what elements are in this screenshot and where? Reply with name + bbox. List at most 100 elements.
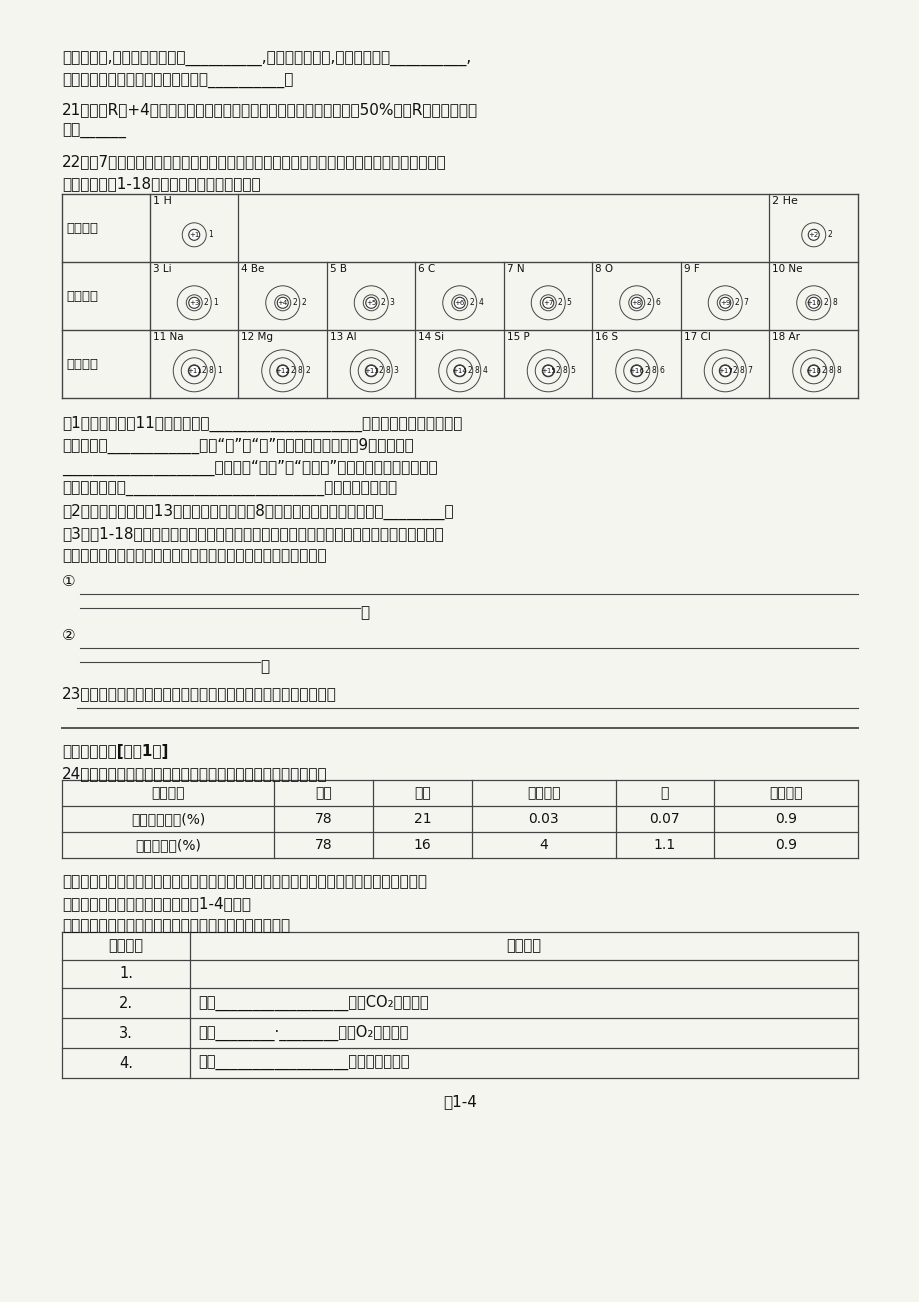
Circle shape <box>808 229 818 241</box>
Text: 23．你在家中帮父母洗碎或水杯时，怎么知道碎或水杯洗干净了？: 23．你在家中帮父母洗碎或水杯时，怎么知道碎或水杯洗干净了？ <box>62 686 336 700</box>
Text: +17: +17 <box>717 367 732 374</box>
Text: 1 H: 1 H <box>153 197 172 206</box>
Text: 验证依据: 验证依据 <box>506 939 541 953</box>
Text: （2）写出核电荷数为13的元素与核电荷数为8的元素形成的化合物的化学式________；: （2）写出核电荷数为13的元素与核电荷数为8的元素形成的化合物的化学式_____… <box>62 504 453 521</box>
Text: 某校研究性学习小组的同学设计了简单的实验方案，验证呼出的气体与吸入空气成分的含量: 某校研究性学习小组的同学设计了简单的实验方案，验证呼出的气体与吸入空气成分的含量 <box>62 874 426 889</box>
Text: 2: 2 <box>467 366 471 375</box>
Text: 0.9: 0.9 <box>774 812 796 825</box>
Text: ____________________元素（填“金属”或“非金属”），与该元素化学性质相: ____________________元素（填“金属”或“非金属”），与该元素… <box>62 460 437 477</box>
Text: 4 Be: 4 Be <box>241 264 265 273</box>
Circle shape <box>188 297 199 309</box>
Text: ；: ； <box>359 605 369 620</box>
Text: 二氧化碳: 二氧化碳 <box>527 786 560 799</box>
Text: 7: 7 <box>747 366 752 375</box>
Text: 78: 78 <box>314 838 332 852</box>
Text: 8: 8 <box>651 366 655 375</box>
Text: 氧气: 氧气 <box>414 786 430 799</box>
Text: 21．元素R为+4价，与氧元素形成的化合物中，氧元素的质量分数为50%，则R的相对原子质: 21．元素R为+4价，与氧元素形成的化合物中，氧元素的质量分数为50%，则R的相… <box>62 102 478 117</box>
Text: +11: +11 <box>187 367 201 374</box>
Text: 6: 6 <box>659 366 664 375</box>
Text: 2: 2 <box>557 298 562 307</box>
Text: +2: +2 <box>808 232 818 238</box>
Text: 4: 4 <box>482 366 486 375</box>
Text: 2: 2 <box>289 366 295 375</box>
Text: 78: 78 <box>314 812 332 825</box>
Text: 其他气体: 其他气体 <box>768 786 802 799</box>
Circle shape <box>719 297 730 309</box>
Text: 8: 8 <box>385 366 390 375</box>
Circle shape <box>188 229 199 241</box>
Text: 3: 3 <box>390 298 394 307</box>
Text: 5: 5 <box>570 366 575 375</box>
Text: 2: 2 <box>305 366 310 375</box>
Text: +12: +12 <box>275 367 289 374</box>
Text: 2.: 2. <box>119 996 133 1010</box>
Text: 2: 2 <box>301 298 306 307</box>
Text: 根据________·________判断O₂含量不同: 根据________·________判断O₂含量不同 <box>198 1025 408 1042</box>
Text: 7 N: 7 N <box>506 264 524 273</box>
Text: 。: 。 <box>260 659 269 674</box>
Text: 2: 2 <box>380 298 385 307</box>
Text: 根据__________________判断含水量不同: 根据__________________判断含水量不同 <box>198 1056 409 1070</box>
Text: 18 Ar: 18 Ar <box>772 332 800 342</box>
Text: +6: +6 <box>454 299 464 306</box>
Text: ②: ② <box>62 628 75 643</box>
Circle shape <box>808 297 818 309</box>
Text: 第三周期: 第三周期 <box>66 358 98 371</box>
Circle shape <box>454 297 465 309</box>
Circle shape <box>366 366 377 376</box>
Text: 21: 21 <box>413 812 431 825</box>
Text: +9: +9 <box>720 299 730 306</box>
Text: 有什么不同，其主要操作步骤如图1-4所示。: 有什么不同，其主要操作步骤如图1-4所示。 <box>62 896 251 911</box>
Text: 10 Ne: 10 Ne <box>772 264 802 273</box>
Text: 2: 2 <box>823 298 827 307</box>
Text: 量为______: 量为______ <box>62 124 126 139</box>
Text: 8: 8 <box>835 366 840 375</box>
Text: 8: 8 <box>209 366 213 375</box>
Text: 2: 2 <box>203 298 209 307</box>
Text: 13 Al: 13 Al <box>330 332 357 342</box>
Circle shape <box>542 297 553 309</box>
Circle shape <box>366 297 377 309</box>
Text: 第二周期: 第二周期 <box>66 290 98 303</box>
Text: +13: +13 <box>363 367 379 374</box>
Text: 3: 3 <box>393 366 398 375</box>
Text: 3 Li: 3 Li <box>153 264 172 273</box>
Text: 根据__________________判断CO₂含量不同: 根据__________________判断CO₂含量不同 <box>198 995 428 1012</box>
Text: 似的另一元素是__________________________（填元素符号）；: 似的另一元素是__________________________（填元素符号）… <box>62 482 397 497</box>
Circle shape <box>630 297 641 309</box>
Circle shape <box>277 366 288 376</box>
Text: 24．下表是空气中的气体成分和人体呼出的气体成分含量对照表: 24．下表是空气中的气体成分和人体呼出的气体成分含量对照表 <box>62 766 327 781</box>
Text: 0.03: 0.03 <box>528 812 558 825</box>
Text: 1: 1 <box>212 298 217 307</box>
Text: 氢气较纯净,发生的化学反应是__________,混有空气的氢气,点燃容易发生__________,: 氢气较纯净,发生的化学反应是__________,混有空气的氢气,点燃容易发生_… <box>62 52 471 66</box>
Text: 12 Mg: 12 Mg <box>241 332 273 342</box>
Text: 6: 6 <box>654 298 660 307</box>
Text: 22．（7分）元素周期表是学习和研究化学的重要工具，它的内容十分丰富。下表是依据元素: 22．（7分）元素周期表是学习和研究化学的重要工具，它的内容十分丰富。下表是依据… <box>62 154 447 169</box>
Text: 气体成分: 气体成分 <box>152 786 185 799</box>
Text: +16: +16 <box>629 367 643 374</box>
Text: 15 P: 15 P <box>506 332 529 342</box>
Text: +4: +4 <box>278 299 288 306</box>
Circle shape <box>542 366 553 376</box>
Text: 2: 2 <box>201 366 206 375</box>
Text: 1.1: 1.1 <box>653 838 675 852</box>
Text: 2: 2 <box>643 366 648 375</box>
Text: 8: 8 <box>562 366 567 375</box>
Text: 2: 2 <box>645 298 651 307</box>
Text: 8: 8 <box>473 366 479 375</box>
Text: 5 B: 5 B <box>330 264 346 273</box>
Text: 请依据图示将主要实验操作步骤及验证依据填入下表中：: 请依据图示将主要实验操作步骤及验证依据填入下表中： <box>62 918 289 934</box>
Text: 8: 8 <box>297 366 301 375</box>
Text: 呼出的气体(%): 呼出的气体(%) <box>135 838 201 852</box>
Text: +10: +10 <box>805 299 821 306</box>
Text: 8 O: 8 O <box>595 264 613 273</box>
Text: 的原子容易____________（填“得”或“失”）电子；核电荷数为9的元素属于: 的原子容易____________（填“得”或“失”）电子；核电荷数为9的元素属… <box>62 437 414 454</box>
Text: +18: +18 <box>805 367 821 374</box>
Text: 1.: 1. <box>119 966 133 982</box>
Text: 3.: 3. <box>119 1026 132 1040</box>
Text: 4: 4 <box>478 298 482 307</box>
Text: 2 He: 2 He <box>772 197 798 206</box>
Text: 7: 7 <box>743 298 748 307</box>
Text: 第一周期: 第一周期 <box>66 223 98 234</box>
